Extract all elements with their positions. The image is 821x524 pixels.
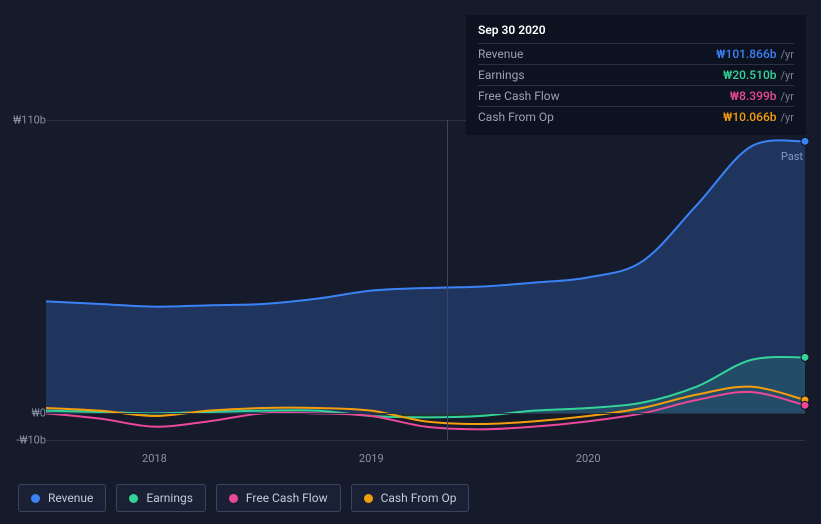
legend-dot-icon: [229, 494, 238, 503]
x-axis-label: 2019: [359, 452, 384, 465]
tooltip-row-label: Free Cash Flow: [478, 89, 560, 103]
tooltip-row: Revenue ₩101.866b/yr: [478, 43, 794, 64]
tooltip-row: Cash From Op ₩10.066b/yr: [478, 106, 794, 127]
legend-item[interactable]: Revenue: [18, 484, 106, 512]
legend-label: Revenue: [48, 491, 93, 505]
legend-dot-icon: [31, 494, 40, 503]
series-fill: [46, 140, 805, 413]
x-axis-label: 2018: [142, 452, 167, 465]
plot-area[interactable]: [46, 120, 805, 440]
legend-label: Earnings: [146, 491, 193, 505]
tooltip-row-value: ₩10.066b/yr: [723, 110, 794, 124]
legend-item[interactable]: Cash From Op: [351, 484, 470, 512]
legend-dot-icon: [129, 494, 138, 503]
gridline: [46, 413, 805, 414]
tooltip-row-label: Revenue: [478, 47, 523, 61]
tooltip-date: Sep 30 2020: [478, 23, 794, 37]
chart-tooltip: Sep 30 2020 Revenue ₩101.866b/yr Earnings ₩…: [466, 15, 806, 135]
y-axis-label: -₩10b: [0, 434, 46, 447]
legend-dot-icon: [364, 494, 373, 503]
tooltip-row-value: ₩8.399b/yr: [730, 89, 794, 103]
tooltip-row-value: ₩20.510b/yr: [723, 68, 794, 82]
cursor-line: [447, 120, 448, 440]
tooltip-row-label: Cash From Op: [478, 110, 554, 124]
legend-label: Cash From Op: [381, 491, 457, 505]
tooltip-row-value: ₩101.866b/yr: [716, 47, 794, 61]
financials-chart: Past ₩110b₩0-₩10b201820192020: [16, 120, 805, 460]
gridline: [46, 440, 805, 441]
y-axis-label: ₩110b: [0, 114, 46, 127]
series-end-dot: [801, 353, 809, 361]
tooltip-row: Free Cash Flow ₩8.399b/yr: [478, 85, 794, 106]
legend-item[interactable]: Earnings: [116, 484, 206, 512]
legend-item[interactable]: Free Cash Flow: [216, 484, 341, 512]
tooltip-row: Earnings ₩20.510b/yr: [478, 64, 794, 85]
y-axis-label: ₩0: [0, 407, 46, 420]
series-end-dot: [801, 401, 809, 409]
chart-legend: Revenue Earnings Free Cash Flow Cash From O…: [18, 484, 469, 512]
tooltip-row-label: Earnings: [478, 68, 525, 82]
x-axis-label: 2020: [576, 452, 601, 465]
series-end-dot: [801, 137, 809, 145]
legend-label: Free Cash Flow: [246, 491, 328, 505]
